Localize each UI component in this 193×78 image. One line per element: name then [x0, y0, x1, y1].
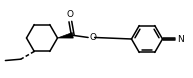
- Text: O: O: [90, 33, 97, 42]
- Text: O: O: [67, 10, 74, 19]
- Polygon shape: [58, 33, 73, 38]
- Text: N: N: [177, 34, 184, 44]
